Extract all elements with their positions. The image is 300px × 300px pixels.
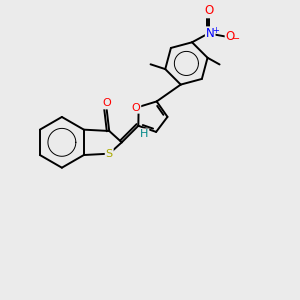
Text: O: O — [132, 103, 140, 113]
Text: N: N — [206, 27, 214, 40]
Text: S: S — [106, 149, 113, 159]
Text: O: O — [226, 30, 235, 43]
Text: −: − — [232, 34, 240, 44]
Text: +: + — [213, 26, 220, 35]
Text: O: O — [204, 4, 214, 17]
Text: O: O — [102, 98, 111, 109]
Text: H: H — [140, 129, 148, 139]
